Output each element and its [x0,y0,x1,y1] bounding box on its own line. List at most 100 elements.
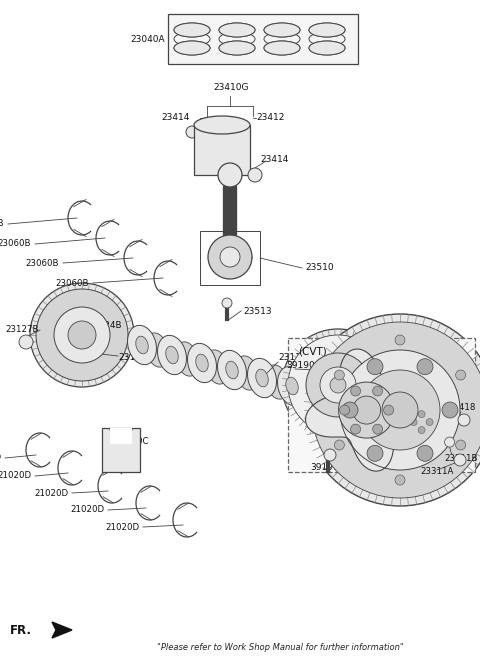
Circle shape [353,396,381,424]
Ellipse shape [217,350,246,390]
Circle shape [395,335,405,345]
Circle shape [417,359,433,375]
Ellipse shape [226,361,238,379]
Circle shape [248,168,262,182]
Circle shape [399,400,444,444]
Circle shape [384,405,394,415]
Circle shape [426,419,433,426]
Text: "Please refer to Work Shop Manual for further information": "Please refer to Work Shop Manual for fu… [156,644,403,653]
Circle shape [442,402,458,418]
Text: 23200B: 23200B [358,365,393,375]
Text: 21020D: 21020D [105,522,139,531]
Ellipse shape [174,41,210,55]
Circle shape [458,414,470,426]
Polygon shape [306,349,428,471]
Circle shape [36,289,128,381]
Ellipse shape [194,116,250,134]
Ellipse shape [219,23,255,37]
Circle shape [410,419,417,426]
Text: 23040A: 23040A [130,35,165,43]
Ellipse shape [236,356,259,390]
Ellipse shape [286,377,298,395]
Circle shape [304,314,480,506]
Circle shape [360,370,440,450]
Text: 23131: 23131 [118,354,146,363]
Text: 21020D: 21020D [34,489,68,497]
Text: 23127B: 23127B [5,325,38,335]
Text: 23410G: 23410G [213,83,249,92]
Bar [194,125,250,175]
Text: 23110: 23110 [278,354,307,363]
Ellipse shape [309,41,345,55]
Text: 23311B: 23311B [444,453,478,462]
Ellipse shape [256,369,268,387]
Circle shape [312,322,480,498]
Ellipse shape [265,365,288,399]
Text: 23311A: 23311A [420,466,454,476]
Circle shape [208,235,252,279]
Circle shape [335,370,344,380]
Text: 23060B: 23060B [0,239,31,249]
Circle shape [186,126,198,138]
Circle shape [444,437,455,447]
Circle shape [320,367,356,403]
Circle shape [324,449,336,461]
Circle shape [282,329,394,441]
Circle shape [338,382,395,438]
Ellipse shape [128,325,156,365]
Ellipse shape [277,366,306,405]
Ellipse shape [157,335,186,375]
Text: 39190A: 39190A [286,361,321,369]
Text: 23211B: 23211B [328,371,361,380]
Circle shape [454,454,466,466]
Text: 21020D: 21020D [70,506,104,514]
Circle shape [330,377,346,393]
Text: FR.: FR. [10,623,32,636]
Text: 21030C: 21030C [115,438,148,447]
Circle shape [418,426,425,434]
Bar [168,14,358,64]
Circle shape [350,424,360,434]
Circle shape [342,402,358,418]
Ellipse shape [219,41,255,55]
Circle shape [409,410,433,434]
Circle shape [382,392,418,428]
Text: 21020D: 21020D [0,453,1,462]
Ellipse shape [174,23,210,37]
Ellipse shape [309,23,345,37]
Polygon shape [52,622,72,638]
Text: 23510: 23510 [305,264,334,272]
Ellipse shape [264,41,300,55]
Circle shape [30,283,134,387]
Ellipse shape [248,358,276,398]
Bar [288,338,475,472]
Circle shape [456,440,466,450]
Ellipse shape [145,333,168,367]
Circle shape [456,370,466,380]
Circle shape [19,335,33,349]
Text: 21020D: 21020D [0,472,31,480]
Text: 23226B: 23226B [402,447,435,457]
Ellipse shape [136,336,148,354]
Text: 23060B: 23060B [25,258,59,268]
Text: 23060B: 23060B [0,220,3,228]
Text: 23513: 23513 [243,306,272,316]
Circle shape [372,386,383,396]
Text: (CVT): (CVT) [298,347,327,357]
Text: 23412: 23412 [256,113,284,123]
Ellipse shape [196,354,208,372]
Circle shape [367,359,383,375]
Circle shape [340,405,349,415]
Bar [200,231,260,285]
Ellipse shape [166,346,178,364]
Ellipse shape [188,343,216,382]
Bar [102,428,140,472]
Circle shape [367,445,383,461]
Circle shape [350,386,360,396]
Circle shape [218,163,242,187]
Circle shape [54,307,110,363]
Ellipse shape [205,350,228,384]
Circle shape [220,247,240,267]
Circle shape [372,424,383,434]
Text: 23124B: 23124B [88,321,121,329]
